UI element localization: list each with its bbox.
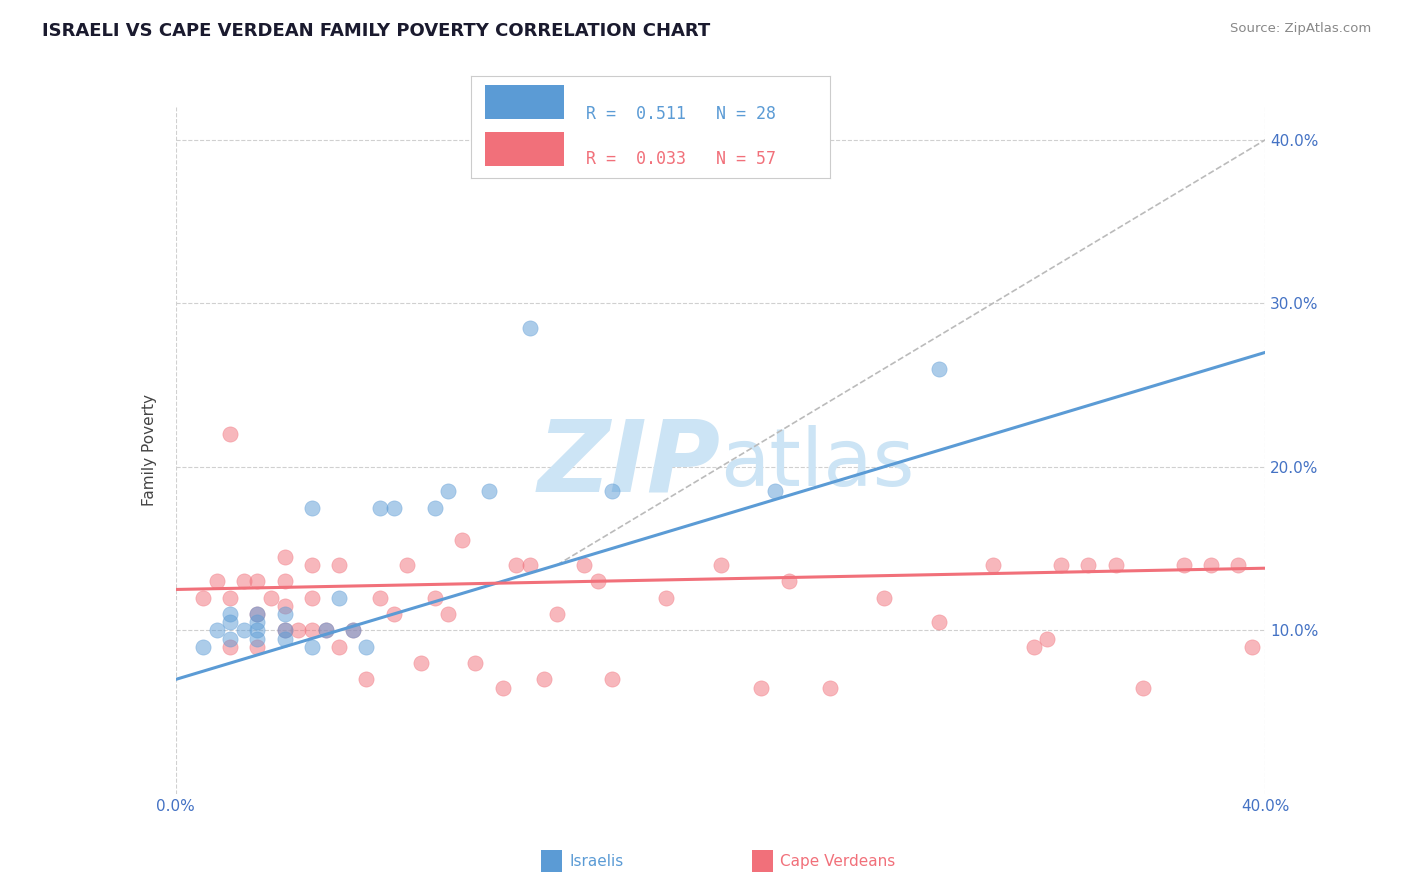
Text: ISRAELI VS CAPE VERDEAN FAMILY POVERTY CORRELATION CHART: ISRAELI VS CAPE VERDEAN FAMILY POVERTY C… — [42, 22, 710, 40]
Point — [873, 591, 896, 605]
Point — [219, 632, 242, 646]
Point — [274, 624, 297, 638]
Point — [928, 615, 950, 630]
Point — [274, 624, 297, 638]
Point — [342, 624, 364, 638]
Y-axis label: Family Poverty: Family Poverty — [142, 394, 157, 507]
Point — [1022, 640, 1045, 654]
Point — [246, 607, 269, 621]
Point — [546, 607, 568, 621]
Point — [342, 624, 364, 638]
Point — [274, 607, 297, 621]
Point — [574, 558, 596, 572]
Text: Israelis: Israelis — [569, 855, 624, 869]
Text: R =  0.033   N = 57: R = 0.033 N = 57 — [586, 150, 776, 168]
Point — [409, 656, 432, 670]
Point — [1036, 632, 1059, 646]
Point — [232, 574, 254, 589]
Point — [818, 681, 841, 695]
Point — [328, 640, 350, 654]
Point — [301, 500, 323, 515]
Point — [328, 558, 350, 572]
Text: Source: ZipAtlas.com: Source: ZipAtlas.com — [1230, 22, 1371, 36]
Point — [492, 681, 515, 695]
Point — [533, 673, 555, 687]
Point — [778, 574, 800, 589]
Point — [260, 591, 283, 605]
Point — [1199, 558, 1222, 572]
Point — [928, 361, 950, 376]
Point — [328, 591, 350, 605]
Point — [315, 624, 337, 638]
Point — [519, 321, 541, 335]
Point — [450, 533, 472, 548]
Point — [423, 591, 446, 605]
Point — [301, 640, 323, 654]
Point — [710, 558, 733, 572]
FancyBboxPatch shape — [485, 132, 564, 166]
Point — [437, 484, 460, 499]
Point — [382, 500, 405, 515]
Point — [246, 607, 269, 621]
Point — [301, 558, 323, 572]
Point — [763, 484, 786, 499]
Point — [396, 558, 419, 572]
Point — [246, 624, 269, 638]
Point — [246, 615, 269, 630]
Point — [274, 599, 297, 613]
Point — [246, 632, 269, 646]
Text: atlas: atlas — [721, 425, 915, 503]
Point — [205, 624, 228, 638]
Point — [205, 574, 228, 589]
Point — [382, 607, 405, 621]
Point — [301, 591, 323, 605]
Text: R =  0.511   N = 28: R = 0.511 N = 28 — [586, 104, 776, 122]
Point — [600, 673, 623, 687]
Point — [464, 656, 486, 670]
Point — [356, 673, 378, 687]
Point — [219, 640, 242, 654]
Point — [301, 624, 323, 638]
Point — [586, 574, 609, 589]
Point — [478, 484, 501, 499]
Point — [1077, 558, 1099, 572]
Point — [219, 615, 242, 630]
Point — [287, 624, 309, 638]
Point — [191, 640, 214, 654]
Point — [600, 484, 623, 499]
Point — [655, 591, 678, 605]
Point — [219, 427, 242, 442]
Point — [368, 591, 391, 605]
Point — [232, 624, 254, 638]
FancyBboxPatch shape — [485, 85, 564, 119]
Point — [1227, 558, 1250, 572]
Point — [356, 640, 378, 654]
Text: ZIP: ZIP — [537, 416, 721, 513]
Point — [315, 624, 337, 638]
Point — [274, 549, 297, 564]
Point — [368, 500, 391, 515]
Point — [1050, 558, 1073, 572]
Point — [1173, 558, 1195, 572]
Point — [191, 591, 214, 605]
Point — [981, 558, 1004, 572]
Point — [1240, 640, 1263, 654]
Point — [751, 681, 773, 695]
Point — [505, 558, 527, 572]
Point — [246, 640, 269, 654]
Point — [274, 574, 297, 589]
Text: Cape Verdeans: Cape Verdeans — [780, 855, 896, 869]
Point — [274, 632, 297, 646]
Point — [519, 558, 541, 572]
Point — [423, 500, 446, 515]
Point — [1104, 558, 1126, 572]
Point — [437, 607, 460, 621]
Point — [219, 607, 242, 621]
Point — [246, 574, 269, 589]
Point — [219, 591, 242, 605]
Point — [1132, 681, 1154, 695]
